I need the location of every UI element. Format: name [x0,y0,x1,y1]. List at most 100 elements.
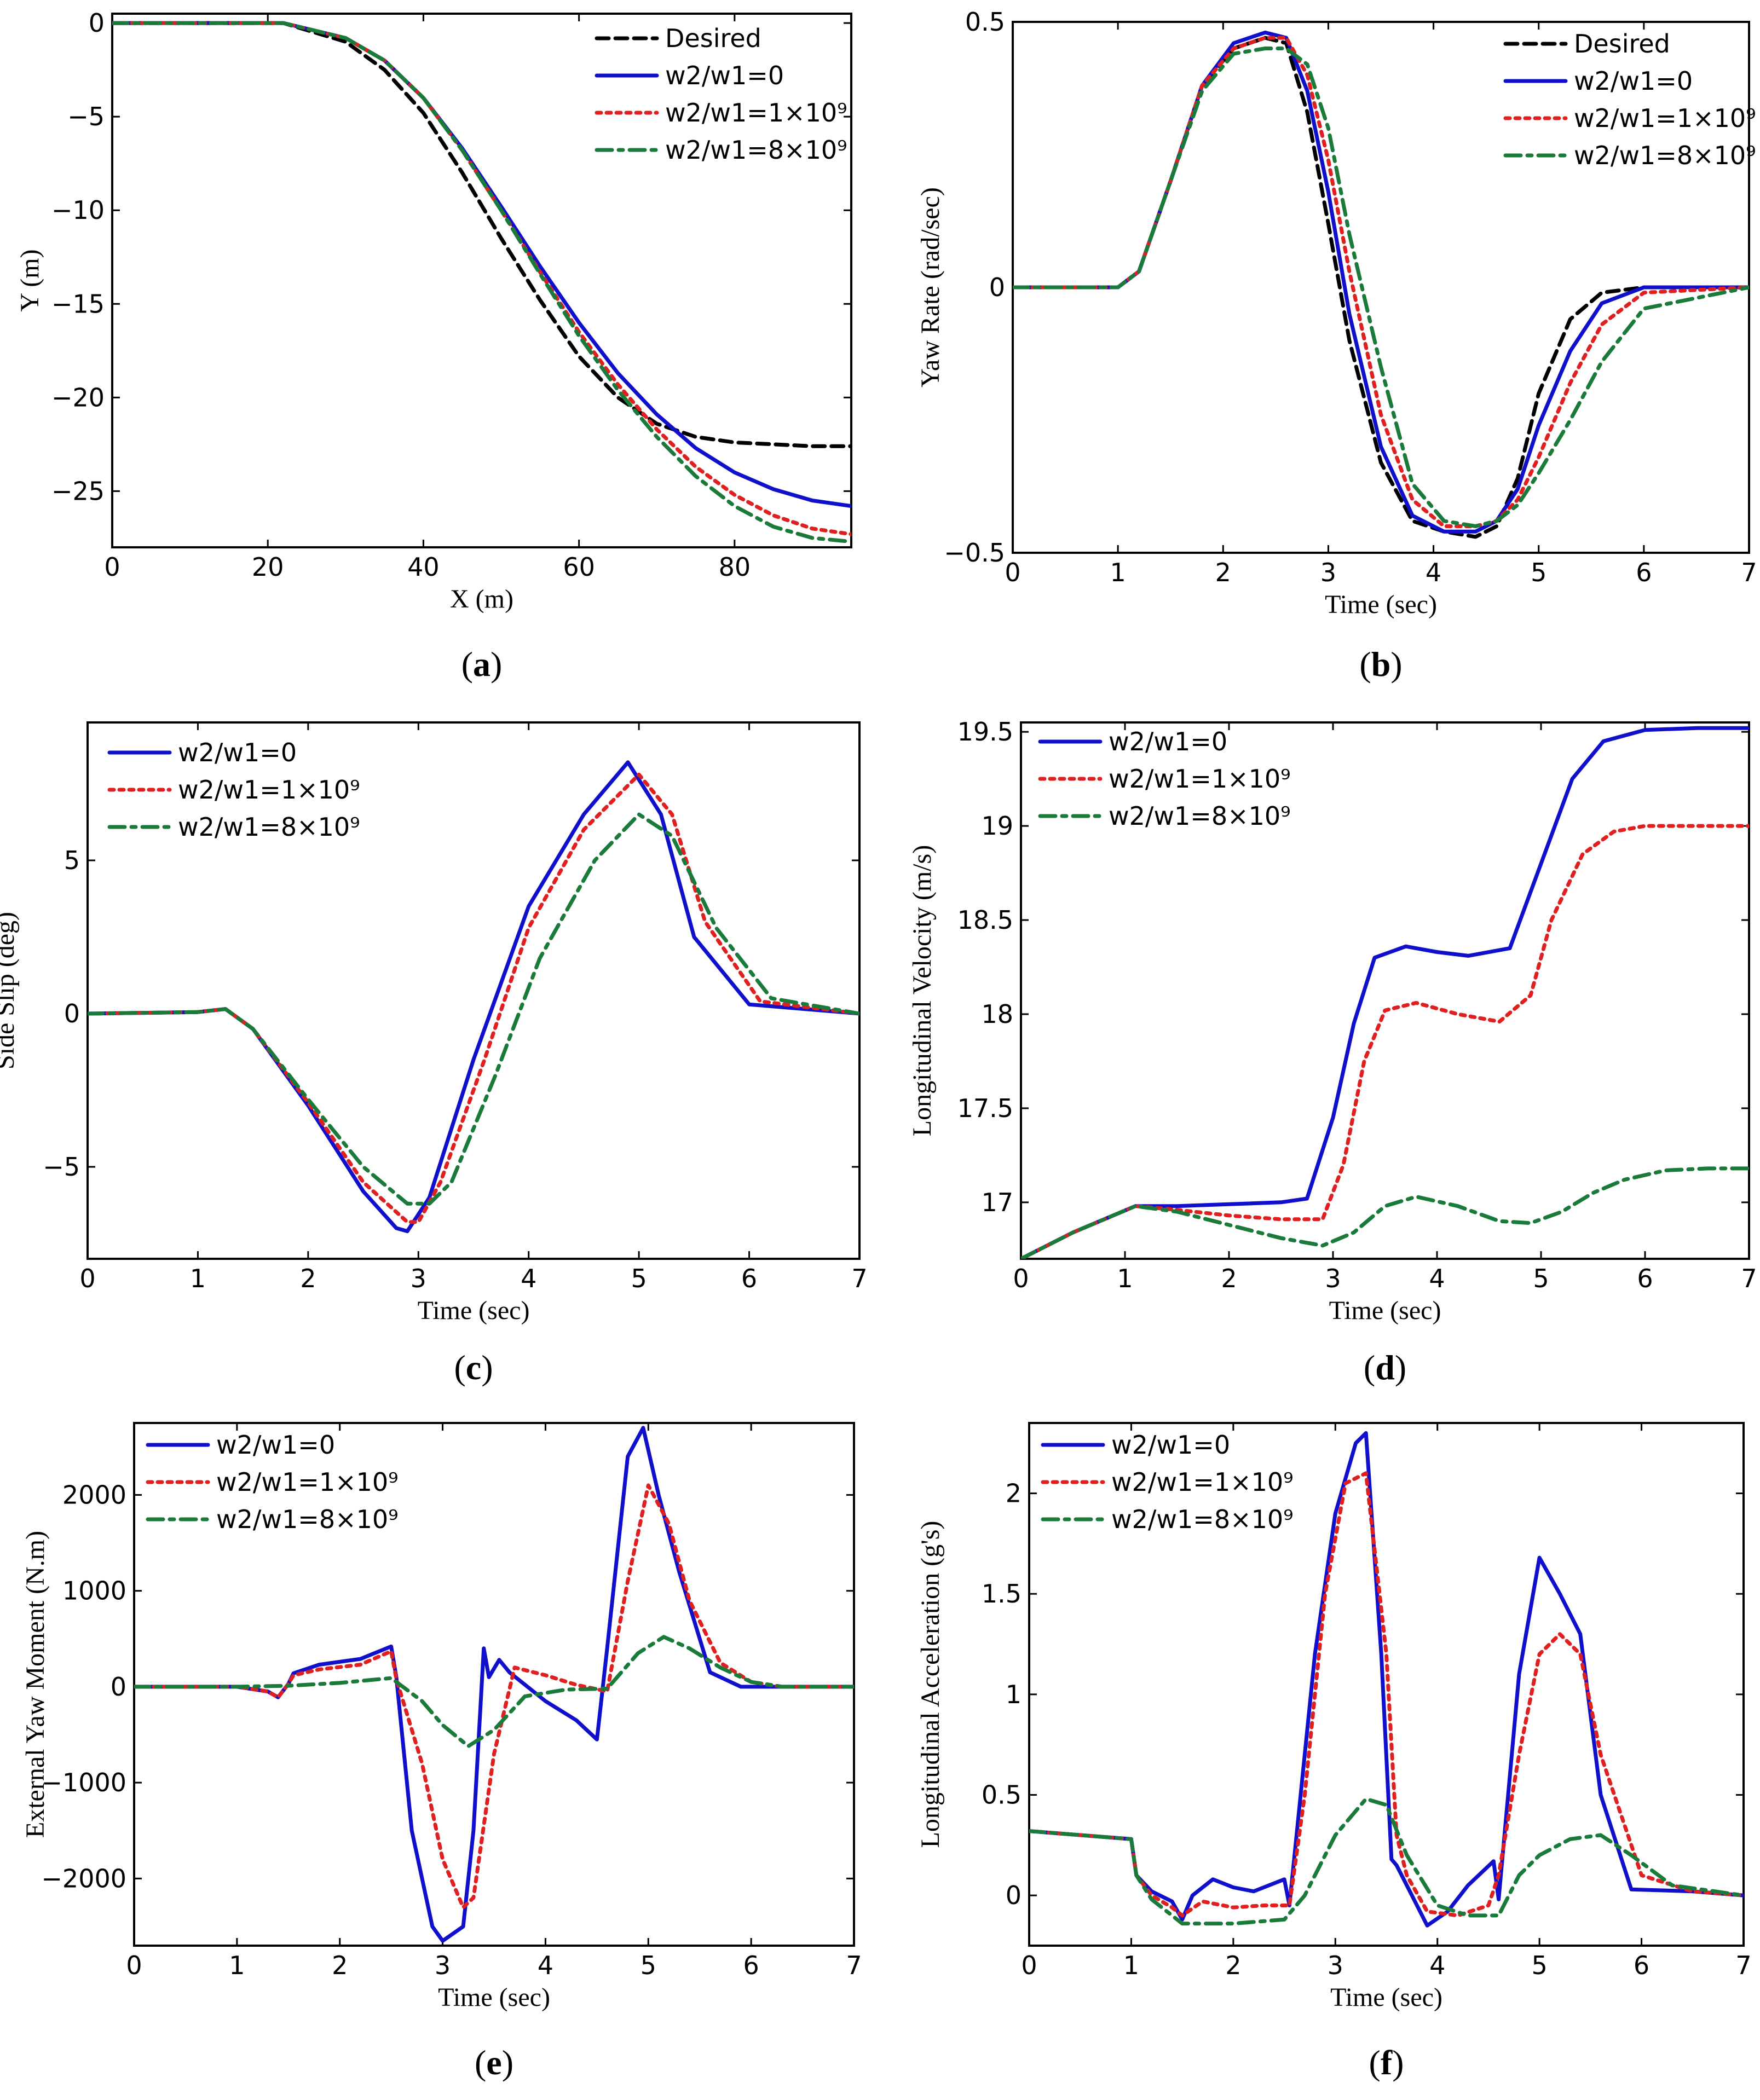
x-tick-label: 3 [1320,558,1336,587]
x-tick-label: 1 [229,1951,245,1980]
y-tick-label: 1000 [62,1576,126,1606]
x-tick-label: 3 [435,1951,451,1980]
series-line-4 [112,21,851,544]
x-tick-label: 7 [851,1264,867,1293]
legend-label: w2/w1=8×10⁹ [1109,801,1291,831]
y-tick-label: −5 [67,102,105,131]
y-tick-label: −1000 [41,1768,126,1797]
y-tick-label: 0.5 [982,1780,1022,1810]
x-tick-label: 20 [252,552,284,582]
x-tick-label: 7 [1735,1951,1751,1980]
series-line-2 [1029,1471,1744,1918]
y-tick-label: 0 [1006,1881,1022,1910]
x-axis-title: Time (sec) [1325,590,1437,619]
x-tick-label: 0 [126,1951,142,1980]
y-tick-label: −15 [51,289,105,319]
legend-label: w2/w1=0 [178,738,297,767]
y-axis-title: Side Slip (deg) [0,912,20,1069]
y-axis-title: Yaw Rate (rad/sec) [916,187,945,387]
x-tick-label: 6 [1634,1951,1649,1980]
x-tick-label: 5 [1532,1951,1548,1980]
legend-label: w2/w1=1×10⁹ [1111,1467,1294,1497]
x-tick-label: 6 [1637,1264,1653,1293]
plot-frame [1020,721,1750,1260]
x-tick-label: 3 [1328,1951,1343,1980]
legend-label: w2/w1=1×10⁹ [216,1467,399,1497]
x-tick-label: 0 [104,552,120,582]
panel-label: (b) [1359,645,1402,684]
x-tick-label: 0 [79,1264,95,1293]
y-axis-title: External Yaw Moment (N.m) [21,1531,50,1838]
legend-label: w2/w1=0 [1111,1430,1230,1460]
legend-label: Desired [665,24,761,53]
y-axis-title: Longitudinal Acceleration (g's) [916,1521,945,1848]
series-line-2 [134,1483,854,1910]
x-tick-label: 40 [407,552,440,582]
x-tick-label: 4 [1429,1951,1445,1980]
y-tick-label: −2000 [41,1864,126,1893]
x-tick-label: 60 [563,552,595,582]
x-tick-label: 2 [1221,1264,1237,1293]
y-tick-label: 2000 [62,1480,126,1509]
y-tick-label: 1.5 [982,1579,1022,1609]
legend-label: w2/w1=0 [665,61,784,90]
y-tick-label: 0 [64,999,80,1028]
series-line-1 [134,1426,854,1943]
x-tick-label: 4 [521,1264,536,1293]
x-tick-label: 7 [1741,558,1757,587]
y-tick-label: −10 [51,195,105,225]
x-tick-label: 2 [332,1951,348,1980]
legend-label: Desired [1574,29,1670,59]
legend-label: w2/w1=1×10⁹ [665,98,847,128]
series-line-3 [88,812,859,1206]
legend-label: w2/w1=0 [1574,66,1693,96]
x-tick-label: 2 [300,1264,316,1293]
series-line-1 [1021,726,1749,1259]
plot-frame [1028,1422,1745,1947]
y-tick-label: 0.5 [965,7,1005,37]
x-tick-label: 7 [1741,1264,1757,1293]
x-tick-label: 4 [1429,1264,1445,1293]
x-tick-label: 3 [411,1264,426,1293]
y-tick-label: 0 [89,8,105,38]
panel-label: (f) [1369,2043,1404,2082]
x-tick-label: 0 [1005,558,1020,587]
plot-frame [86,721,861,1260]
x-axis-title: Time (sec) [438,1983,550,2012]
x-tick-label: 0 [1013,1264,1029,1293]
y-tick-label: 0 [111,1672,126,1702]
legend-label: w2/w1=1×10⁹ [1574,103,1756,133]
x-tick-label: 4 [538,1951,553,1980]
y-tick-label: −25 [51,476,105,506]
x-axis-title: Time (sec) [1329,1296,1441,1325]
x-tick-label: 3 [1325,1264,1341,1293]
series-line-3 [134,1635,854,1748]
legend-label: w2/w1=0 [216,1430,335,1460]
series-line-2 [1021,824,1749,1259]
x-tick-label: 5 [640,1951,656,1980]
x-tick-label: 1 [1110,558,1126,587]
y-tick-label: −0.5 [944,538,1005,568]
x-tick-label: 4 [1426,558,1441,587]
chart-panel-c: 0 1 2 3 4 5 6 7 5 0 −5 Time (sec) Side Slip (deg) w2/… [0,721,868,1387]
y-tick-label: 17.5 [957,1094,1013,1123]
y-tick-label: 19.5 [957,717,1013,747]
y-tick-label: 2 [1006,1479,1022,1508]
x-axis-title: Time (sec) [418,1296,530,1325]
y-tick-label: 17 [981,1188,1013,1217]
series-line-3 [1029,1797,1744,1926]
panel-label: (c) [454,1348,493,1387]
x-tick-label: 5 [1531,558,1547,587]
x-tick-label: 6 [1636,558,1652,587]
x-axis-title: Time (sec) [1330,1983,1442,2012]
y-tick-label: 0 [989,273,1005,302]
chart-panel-d: 0 1 2 3 4 5 6 7 17 17.5 18 18.5 19 19.5 Time (sec) Long… [908,717,1757,1387]
y-tick-label: 5 [64,846,80,875]
series-line-1 [112,21,851,448]
legend-label: w2/w1=8×10⁹ [665,135,847,165]
x-tick-label: 6 [741,1264,757,1293]
y-tick-label: −20 [51,383,105,412]
panel-label: (e) [475,2043,513,2082]
legend-label: w2/w1=8×10⁹ [1111,1505,1294,1534]
